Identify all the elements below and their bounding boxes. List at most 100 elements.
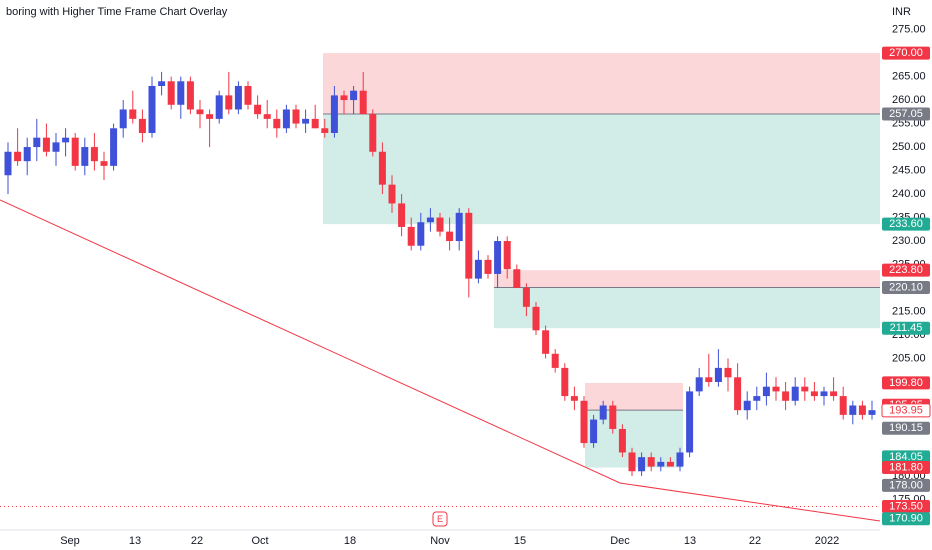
candle-body	[638, 457, 646, 472]
price-badge	[882, 263, 930, 277]
candle-body	[609, 405, 617, 429]
candle-body	[292, 109, 300, 124]
candle-body	[215, 95, 223, 119]
candle-body	[820, 391, 828, 397]
candle-body	[167, 81, 175, 105]
price-badge	[882, 376, 930, 390]
price-badge	[882, 281, 930, 295]
price-badge-label: 193.95	[889, 404, 923, 416]
chart-title: boring with Higher Time Frame Chart Over…	[6, 6, 228, 18]
candle-body	[340, 95, 348, 101]
candle-body	[762, 386, 770, 397]
x-tick-label: 18	[344, 535, 356, 547]
x-tick-label: 2022	[815, 535, 839, 547]
candle-body	[263, 114, 271, 119]
earnings-marker-label: E	[437, 514, 443, 524]
x-tick-label: Sep	[60, 535, 80, 547]
price-badge-label: 170.90	[889, 513, 923, 525]
y-tick-label: 265.00	[892, 70, 926, 82]
candle-body	[33, 137, 41, 148]
candle-body	[513, 269, 521, 289]
candle-body	[570, 396, 578, 401]
candle-body	[839, 396, 847, 415]
x-tick-label: Oct	[251, 535, 268, 547]
candle-body	[436, 217, 444, 232]
price-badge-label: 199.80	[889, 377, 923, 389]
candle-body	[743, 400, 751, 411]
candle-body	[465, 212, 473, 279]
candle-body	[81, 147, 89, 166]
candle-body	[455, 212, 463, 242]
candle-body	[330, 95, 338, 133]
y-tick-label: 245.00	[892, 164, 926, 176]
y-tick-label: 215.00	[892, 305, 926, 317]
trend-line	[0, 199, 881, 522]
y-tick-label: 255.00	[892, 117, 926, 129]
candle-body	[522, 288, 530, 307]
candle-body	[868, 410, 876, 415]
candle-body	[388, 184, 396, 204]
candle-body	[426, 217, 434, 223]
candle-body	[52, 142, 60, 152]
candle-body	[676, 452, 684, 467]
x-tick-label: 15	[514, 535, 526, 547]
candle-body	[62, 137, 70, 143]
earnings-marker	[432, 511, 448, 527]
candle-body	[782, 391, 790, 401]
candle-body	[695, 377, 703, 392]
candle-body	[398, 203, 406, 227]
candle-body	[686, 391, 694, 453]
candle-body	[503, 241, 511, 270]
candle-body	[791, 386, 799, 401]
candle-body	[417, 222, 425, 246]
candle-body	[71, 137, 79, 166]
candle-body	[714, 367, 722, 382]
candle-body	[484, 259, 492, 274]
price-badge-label: 173.50	[889, 500, 923, 512]
candle-body	[542, 330, 550, 354]
candle-body	[753, 396, 761, 401]
candle-body	[369, 114, 377, 152]
candle-body	[186, 81, 194, 110]
candle-body	[666, 461, 674, 467]
target-zone	[494, 270, 880, 288]
candle-body	[244, 85, 252, 105]
candle-body	[350, 90, 358, 101]
candle-body	[177, 81, 185, 105]
y-tick-label: 275.00	[892, 24, 926, 36]
candle-body	[42, 137, 50, 152]
currency: INR	[892, 6, 911, 18]
candle-body	[234, 85, 242, 110]
price-badge-label: 223.80	[889, 264, 923, 276]
price-badge	[882, 461, 930, 475]
candle-body	[657, 461, 665, 467]
candle-body	[705, 377, 713, 382]
price-badge	[882, 478, 930, 492]
candle-body	[129, 109, 137, 119]
candle-body	[618, 428, 626, 453]
price-badge	[882, 217, 930, 231]
price-badge	[882, 512, 930, 526]
price-badge	[882, 321, 930, 335]
candle-body	[647, 457, 655, 467]
candle-body	[100, 161, 108, 166]
stop-zone	[323, 113, 880, 225]
candle-body	[23, 147, 31, 162]
candle-body	[359, 90, 367, 115]
candle-body	[801, 386, 809, 392]
x-tick-label: 13	[129, 535, 141, 547]
candle-body	[196, 109, 204, 115]
candle-body	[772, 386, 780, 392]
candle-body	[407, 226, 415, 246]
candle-body	[532, 306, 540, 331]
candle-body	[254, 104, 262, 115]
price-badge	[882, 107, 930, 121]
x-tick-label: 22	[749, 535, 761, 547]
candle-body	[628, 452, 636, 472]
candle-body	[599, 405, 607, 420]
candle-body	[138, 118, 146, 133]
candle-body	[494, 241, 502, 274]
x-tick-label: Dec	[610, 535, 630, 547]
candle-body	[446, 231, 454, 242]
